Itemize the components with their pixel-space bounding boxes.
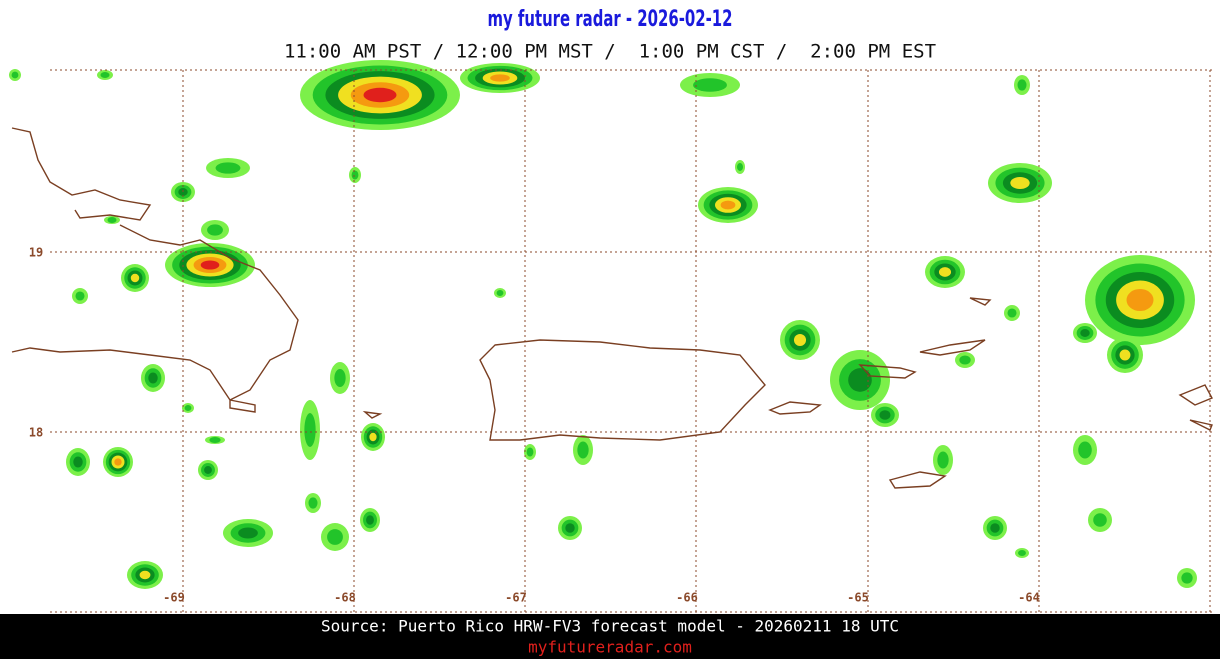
lon-label: -69 bbox=[163, 591, 185, 605]
radar-cell bbox=[1010, 176, 1030, 190]
radar-cell bbox=[139, 570, 151, 580]
radar-cell bbox=[959, 355, 971, 365]
subtitle: 11:00 AM PST / 12:00 PM MST / 1:00 PM CS… bbox=[284, 41, 936, 63]
lon-label: -68 bbox=[334, 591, 356, 605]
precipitation bbox=[9, 60, 1197, 589]
radar-cell bbox=[238, 527, 258, 539]
radar-cell bbox=[184, 405, 192, 411]
radar-cell bbox=[207, 224, 223, 236]
radar-cell bbox=[693, 78, 727, 92]
lon-label: -65 bbox=[847, 591, 869, 605]
lon-label: -67 bbox=[505, 591, 527, 605]
radar-cell bbox=[490, 74, 510, 82]
radar-cell bbox=[848, 368, 872, 392]
radar-cell bbox=[1093, 513, 1107, 527]
radar-cell bbox=[363, 87, 397, 103]
radar-cell bbox=[879, 410, 891, 420]
radar-cell bbox=[200, 260, 220, 270]
radar-cell bbox=[720, 200, 736, 210]
radar-cell bbox=[148, 372, 158, 384]
radar-cell bbox=[351, 170, 359, 180]
coastlines bbox=[11, 127, 1213, 489]
radar-cell bbox=[496, 290, 504, 296]
radar-cell bbox=[577, 441, 589, 459]
radar-cell bbox=[1126, 288, 1154, 312]
radar-cell bbox=[327, 529, 343, 545]
radar-cell bbox=[215, 162, 241, 174]
radar-cell bbox=[1007, 308, 1017, 318]
radar-cell bbox=[130, 273, 140, 283]
radar-cell bbox=[308, 497, 318, 509]
radar-cell bbox=[526, 447, 534, 457]
radar-cell bbox=[334, 368, 346, 388]
lat-label: 18 bbox=[29, 426, 43, 440]
lat-label: 19 bbox=[29, 246, 43, 260]
radar-cell bbox=[793, 333, 807, 347]
radar-cell bbox=[1078, 441, 1092, 459]
radar-cell bbox=[209, 437, 221, 443]
radar-cell bbox=[737, 163, 743, 171]
radar-cell bbox=[75, 291, 85, 301]
radar-cell bbox=[366, 515, 374, 525]
radar-cell bbox=[1017, 79, 1027, 91]
footer-bar bbox=[0, 614, 1220, 659]
radar-cell bbox=[107, 217, 117, 223]
radar-cell bbox=[1018, 550, 1026, 556]
axis-labels: 19 18 -69 -68 -67 -66 -65 -64 bbox=[29, 246, 1040, 605]
radar-cell bbox=[73, 456, 83, 468]
radar-cell bbox=[565, 523, 575, 533]
title: my future radar - 2026-02-12 bbox=[488, 7, 733, 32]
radar-cell bbox=[100, 72, 110, 78]
graticule bbox=[50, 69, 1212, 613]
radar-cell bbox=[369, 432, 377, 442]
radar-cell bbox=[938, 267, 952, 277]
radar-cell bbox=[1080, 329, 1090, 337]
lon-label: -64 bbox=[1018, 591, 1040, 605]
site-link[interactable]: myfutureradar.com bbox=[528, 638, 692, 657]
radar-cell bbox=[1181, 572, 1193, 584]
radar-cell bbox=[1119, 349, 1131, 361]
radar-cell bbox=[114, 458, 122, 466]
radar-cell bbox=[990, 523, 1000, 533]
radar-cell bbox=[937, 451, 949, 469]
radar-cell bbox=[204, 466, 212, 474]
radar-cell bbox=[304, 413, 316, 447]
lon-label: -66 bbox=[676, 591, 698, 605]
radar-cell bbox=[11, 71, 19, 79]
source: Source: Puerto Rico HRW-FV3 forecast mod… bbox=[321, 617, 899, 636]
